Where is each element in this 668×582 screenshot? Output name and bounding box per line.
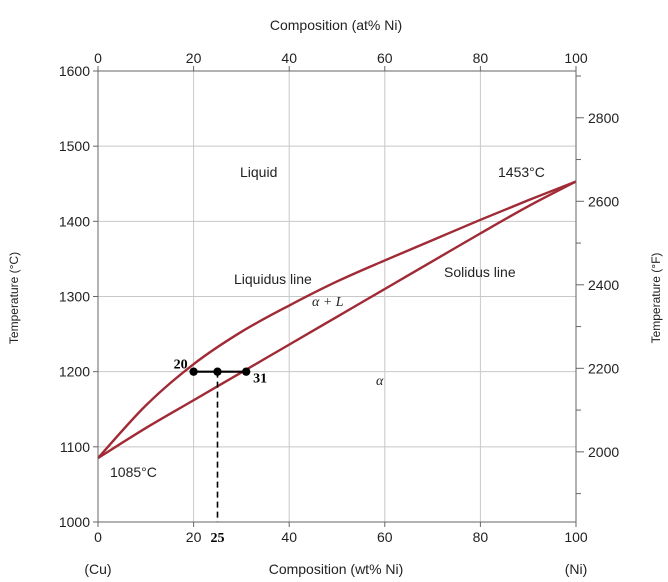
label-layer: Composition (at% Ni) Composition (wt% Ni… [7, 17, 663, 577]
y-right-tick-label: 2000 [588, 444, 619, 460]
x-top-tick-label: 80 [473, 50, 489, 66]
x-bottom-axis-title: Composition (wt% Ni) [269, 561, 404, 577]
axis-layer: 0 0 20 20 40 40 60 60 80 80 100 100 1000 1100 1200 1300… [59, 50, 620, 545]
tie-line-point-label: 31 [253, 372, 267, 387]
y-right-tick-label: 2200 [588, 360, 619, 376]
y-left-tick-label: 1400 [59, 213, 90, 229]
plot-frame [97, 70, 577, 523]
y-left-tick-label: 1200 [59, 364, 90, 380]
y-left-tick-label: 1500 [59, 138, 90, 154]
x-bottom-tick-label: 60 [377, 529, 393, 545]
y-right-tick-label: 2800 [588, 110, 619, 126]
grid-layer [98, 71, 576, 522]
cu-melting-point-label: 1085°C [110, 464, 157, 480]
y-left-tick-label: 1100 [60, 439, 90, 455]
tie-line-point [241, 367, 251, 376]
x-top-tick-label: 0 [94, 50, 102, 66]
cu-end-label: (Cu) [84, 561, 111, 577]
tie-line-point [213, 367, 222, 376]
y-left-axis-title: Temperature (°C) [7, 252, 21, 344]
x-bottom-tick-label: 20 [186, 529, 202, 545]
phase-boundary-curves [97, 180, 577, 460]
x-bottom-tick-label: 40 [281, 529, 297, 545]
ni-melting-point-label: 1453°C [498, 164, 545, 180]
alpha-plus-liquid-label: α + L [312, 295, 344, 310]
y-left-tick-label: 1000 [59, 514, 90, 530]
x-bottom-tick-label: 100 [564, 529, 588, 545]
x-bottom-tick-label: 80 [473, 529, 489, 545]
solidus-line-label: Solidus line [444, 264, 516, 280]
liquidus-line-label: Liquidus line [234, 271, 312, 287]
ni-end-label: (Ni) [565, 561, 588, 577]
y-right-axis-title: Temperature (°F) [649, 253, 663, 344]
x-bottom-tick-label: 0 [94, 529, 102, 545]
solidus-line-curve [97, 180, 577, 460]
y-right-tick-label: 2600 [588, 193, 619, 209]
x-top-tick-label: 100 [564, 50, 588, 66]
tie-line-point [189, 367, 198, 376]
tie-line-point-label: 25 [211, 531, 225, 546]
liquidus-line-curve [97, 180, 577, 459]
tie-line-point-label: 20 [174, 358, 188, 373]
x-top-tick-label: 20 [186, 50, 202, 66]
x-top-tick-label: 60 [377, 50, 393, 66]
tie-line-layer: 20 25 31 [174, 358, 268, 546]
x-top-tick-label: 40 [281, 50, 297, 66]
liquid-region-label: Liquid [240, 164, 277, 180]
y-left-tick-label: 1600 [59, 63, 90, 79]
y-left-tick-label: 1300 [59, 289, 90, 305]
alpha-region-label: α [376, 374, 384, 389]
x-top-axis-title: Composition (at% Ni) [270, 17, 402, 33]
y-right-tick-label: 2400 [588, 277, 619, 293]
